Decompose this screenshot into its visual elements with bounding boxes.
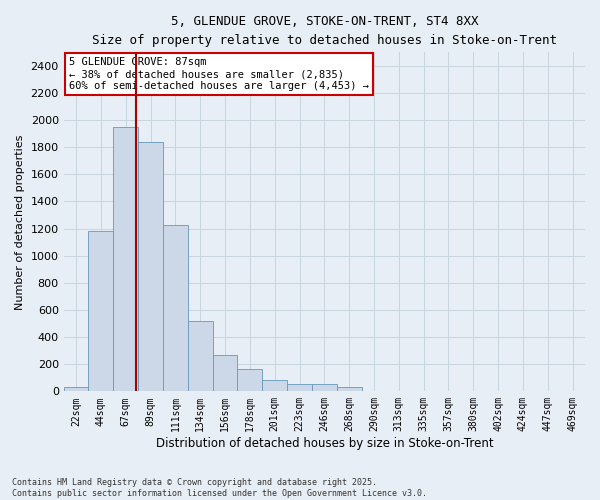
Bar — [287, 384, 312, 392]
Bar — [362, 390, 386, 392]
Bar — [113, 127, 138, 392]
Bar — [485, 390, 511, 392]
Bar — [64, 388, 88, 392]
Bar — [188, 321, 212, 392]
Bar — [560, 390, 585, 392]
Bar — [461, 390, 485, 392]
Bar — [212, 354, 238, 392]
Bar — [411, 390, 436, 392]
Bar — [138, 142, 163, 392]
Y-axis label: Number of detached properties: Number of detached properties — [15, 134, 25, 310]
Title: 5, GLENDUE GROVE, STOKE-ON-TRENT, ST4 8XX
Size of property relative to detached : 5, GLENDUE GROVE, STOKE-ON-TRENT, ST4 8X… — [92, 15, 557, 47]
Bar — [88, 232, 113, 392]
Bar — [535, 390, 560, 392]
Bar — [511, 390, 535, 392]
Bar — [238, 369, 262, 392]
Bar — [312, 384, 337, 392]
Bar — [163, 224, 188, 392]
Bar — [337, 388, 362, 392]
Text: 5 GLENDUE GROVE: 87sqm
← 38% of detached houses are smaller (2,835)
60% of semi-: 5 GLENDUE GROVE: 87sqm ← 38% of detached… — [69, 58, 369, 90]
X-axis label: Distribution of detached houses by size in Stoke-on-Trent: Distribution of detached houses by size … — [155, 437, 493, 450]
Bar — [386, 390, 411, 392]
Text: Contains HM Land Registry data © Crown copyright and database right 2025.
Contai: Contains HM Land Registry data © Crown c… — [12, 478, 427, 498]
Bar — [436, 390, 461, 392]
Bar — [262, 380, 287, 392]
